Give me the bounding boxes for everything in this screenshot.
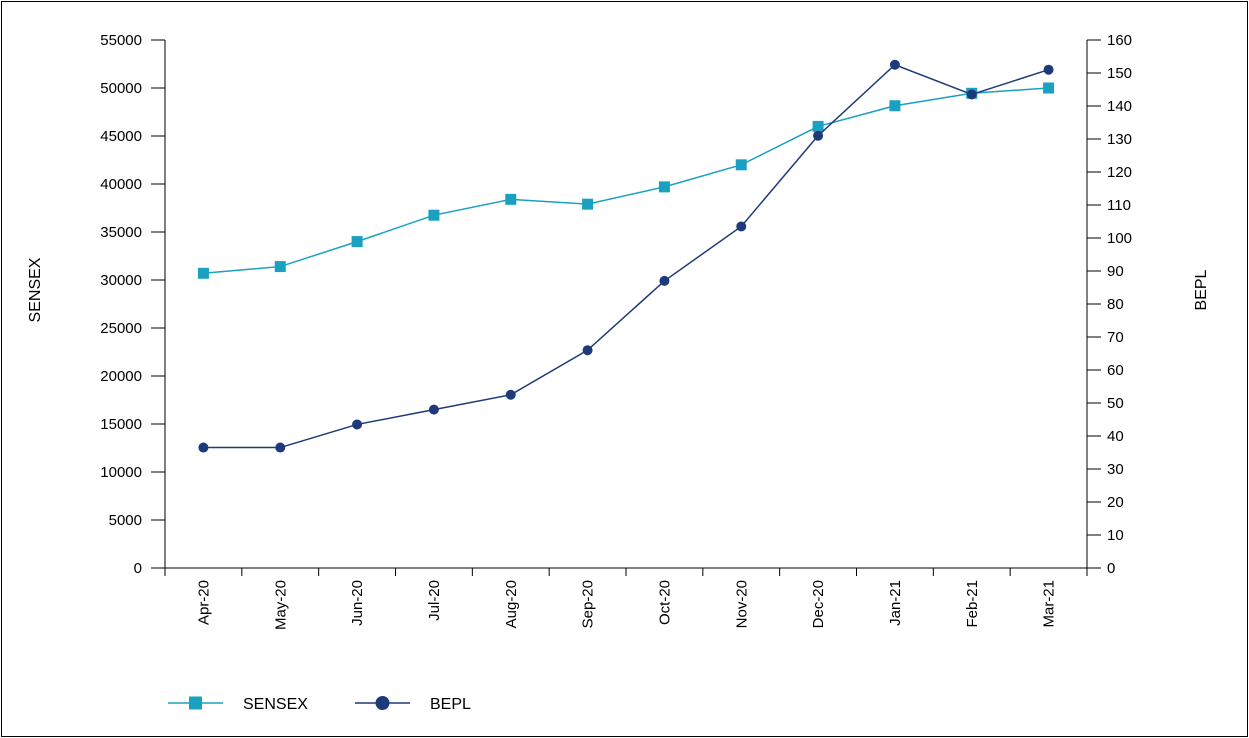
- y-right-tick-label: 110: [1107, 197, 1131, 214]
- data-point-sensex: [812, 120, 824, 132]
- y-left-tick-label: 20000: [100, 368, 142, 385]
- x-tick-label: May-20: [272, 580, 289, 630]
- data-point-sensex: [197, 267, 209, 279]
- data-point-sensex: [735, 159, 747, 171]
- data-point-bepl: [966, 89, 977, 100]
- data-point-sensex: [274, 261, 286, 273]
- y-left-tick-label: 50000: [100, 80, 142, 97]
- x-tick-label: Nov-20: [733, 580, 750, 628]
- y-left-tick-label: 5000: [109, 512, 142, 529]
- data-point-sensex: [582, 198, 594, 210]
- y-right-axis-title: BEPL: [1193, 269, 1210, 310]
- y-right-tick-label: 30: [1107, 461, 1124, 478]
- y-right-tick-label: 100: [1107, 230, 1132, 247]
- data-point-bepl: [813, 130, 824, 141]
- y-right-tick-label: 140: [1107, 98, 1132, 115]
- data-point-bepl: [198, 442, 209, 453]
- data-point-bepl: [505, 389, 516, 400]
- x-tick-label: Dec-20: [810, 580, 827, 628]
- y-left-tick-label: 55000: [100, 32, 142, 49]
- data-point-sensex: [889, 100, 901, 112]
- y-right-tick-label: 70: [1107, 329, 1124, 346]
- x-tick-label: Oct-20: [656, 580, 673, 625]
- y-right-tick-label: 40: [1107, 428, 1124, 445]
- y-right-tick-label: 50: [1107, 395, 1124, 412]
- data-point-sensex: [1043, 82, 1055, 94]
- data-point-sensex: [505, 193, 517, 205]
- x-tick-label: Jan-21: [887, 580, 904, 626]
- x-tick-label: Apr-20: [195, 580, 212, 625]
- x-tick-label: Sep-20: [580, 580, 597, 628]
- y-left-tick-label: 0: [134, 560, 142, 577]
- data-point-bepl: [889, 59, 900, 70]
- data-point-bepl: [1043, 64, 1054, 75]
- y-left-tick-label: 45000: [100, 128, 142, 145]
- legend-marker-sensex: [189, 696, 202, 710]
- y-right-tick-label: 80: [1107, 296, 1124, 313]
- data-point-sensex: [351, 236, 363, 248]
- axes-group: 0 5000 10000 15000 20000 25000 30000 35000 40000…: [100, 32, 1132, 630]
- series-line-bepl: [203, 63, 1049, 449]
- x-tick-label: Jun-20: [349, 580, 366, 626]
- y-right-tick-label: 20: [1107, 494, 1124, 511]
- y-right-tick-label: 150: [1107, 65, 1132, 82]
- legend: SENSEX BEPL: [168, 696, 471, 713]
- y-right-tick-label: 120: [1107, 164, 1132, 181]
- y-right-tick-label: 90: [1107, 263, 1124, 280]
- y-left-tick-label: 35000: [100, 224, 142, 241]
- y-left-axis-title: SENSEX: [27, 257, 44, 322]
- data-point-bepl: [275, 442, 286, 453]
- y-left-tick-label: 40000: [100, 176, 142, 193]
- y-right-tick-label: 10: [1107, 527, 1124, 544]
- data-point-bepl: [736, 221, 747, 232]
- y-right-tick-label: 160: [1107, 32, 1132, 49]
- legend-marker-bepl: [375, 696, 390, 710]
- x-tick-label: Feb-21: [964, 580, 981, 628]
- y-right-tick-label: 130: [1107, 131, 1132, 148]
- legend-label-bepl: BEPL: [430, 696, 471, 713]
- y-right-tick-label: 0: [1107, 560, 1115, 577]
- x-tick-label: Aug-20: [503, 580, 520, 628]
- data-point-bepl: [582, 345, 593, 356]
- series-line-sensex: [203, 87, 1049, 275]
- series-group: [197, 59, 1055, 453]
- data-point-bepl: [428, 404, 439, 415]
- y-left-tick-label: 30000: [100, 272, 142, 289]
- data-point-bepl: [352, 419, 363, 430]
- x-tick-label: Jul-20: [426, 580, 443, 621]
- y-left-tick-label: 10000: [100, 464, 142, 481]
- y-left-tick-label: 15000: [100, 416, 142, 433]
- y-left-tick-label: 25000: [100, 320, 142, 337]
- data-point-bepl: [659, 275, 670, 286]
- data-point-sensex: [428, 209, 440, 221]
- legend-label-sensex: SENSEX: [243, 696, 308, 713]
- data-point-sensex: [658, 181, 670, 193]
- x-tick-label: Mar-21: [1041, 580, 1058, 628]
- y-right-tick-label: 60: [1107, 362, 1124, 379]
